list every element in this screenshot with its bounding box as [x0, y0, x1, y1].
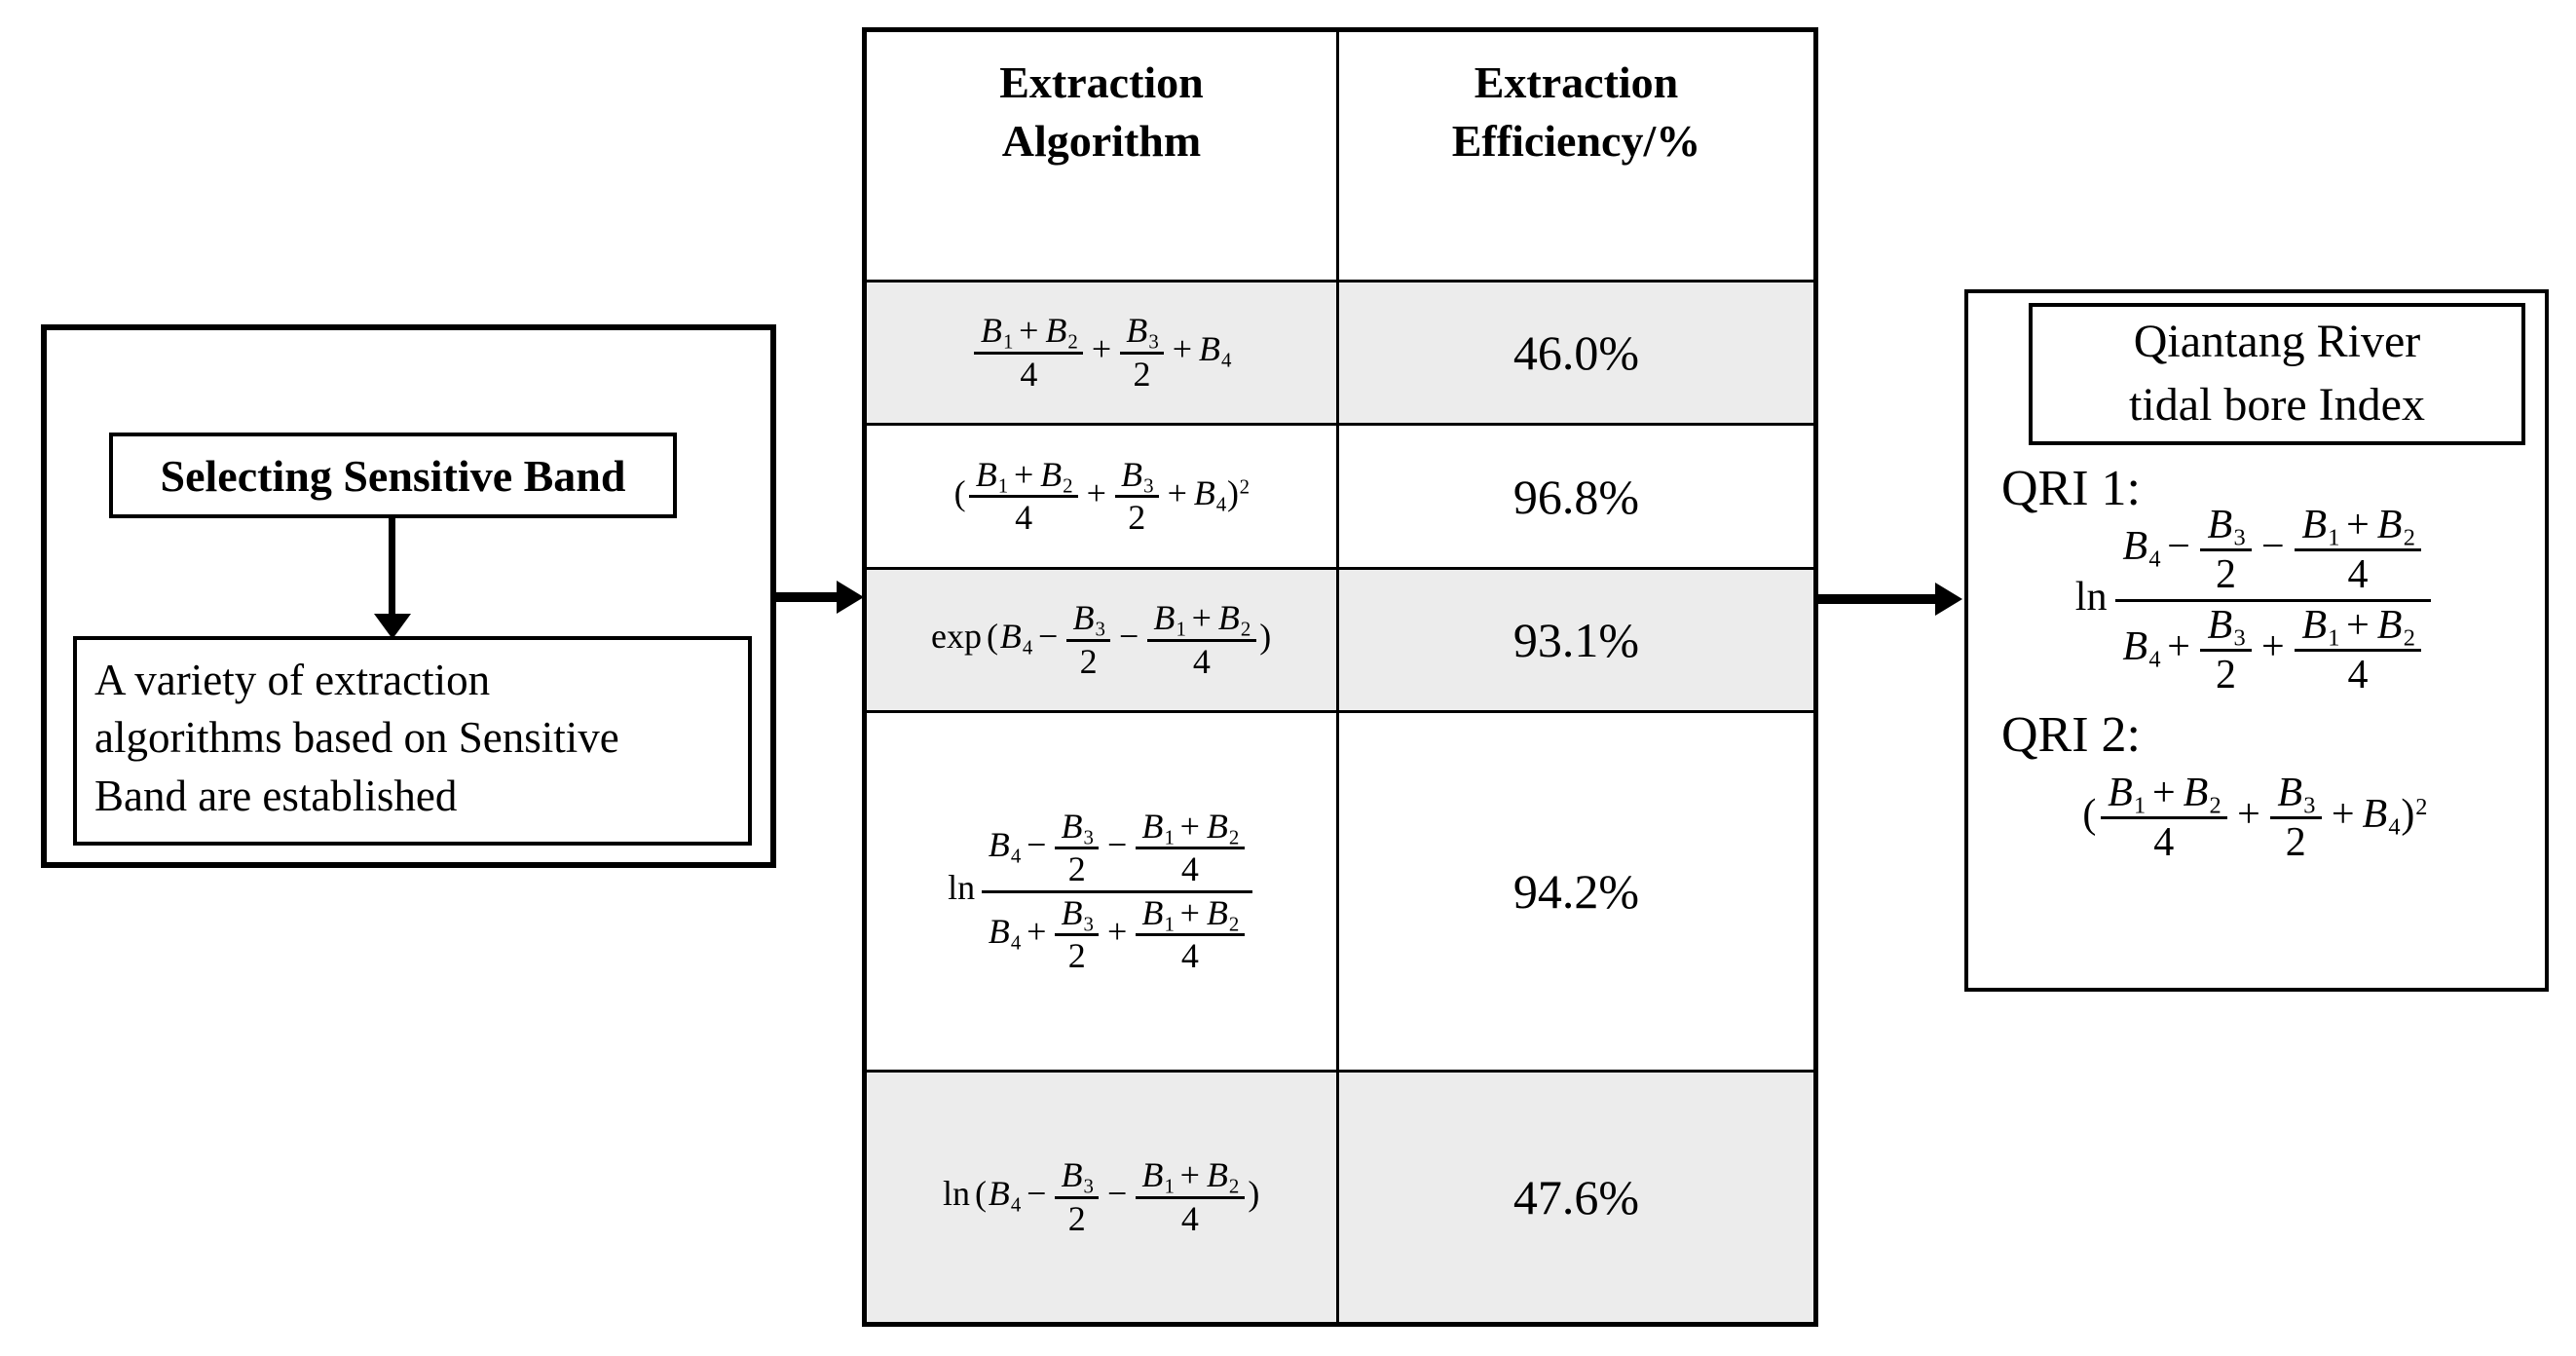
- arrow-table-to-right-head-icon: [1935, 583, 1962, 616]
- arrow-left-to-table-icon: [776, 592, 839, 602]
- arrow-left-to-table-head-icon: [837, 581, 864, 614]
- efficiency-cell: 46.0%: [1336, 282, 1813, 423]
- down-arrow-head-icon: [374, 614, 411, 639]
- table-row: ln (B4− B3 2− B1 + B2 4) 47.6%: [867, 1070, 1813, 1322]
- efficiency-cell: 94.2%: [1336, 713, 1813, 1070]
- table-row: (B1 + B2 4 + B3 2 + B4)2 96.8%: [867, 423, 1813, 567]
- formula-cell: (B1 + B2 4 + B3 2 + B4)2: [867, 426, 1336, 567]
- efficiency-cell: 93.1%: [1336, 570, 1813, 710]
- qri2-label: QRI 2:: [2001, 707, 2141, 763]
- formula-cell: ln B4− B3 2− B1 + B2 4 B4 + B3 2 + B1 + B2 4: [867, 713, 1336, 1070]
- header-extraction-algorithm: Extraction Algorithm: [999, 57, 1204, 166]
- algorithm-formula: (B1 + B2 4 + B3 2 + B4)2: [953, 454, 1251, 537]
- efficiency-cell: 47.6%: [1336, 1073, 1813, 1322]
- efficiency-cell: 96.8%: [1336, 426, 1813, 567]
- step-selecting-sensitive-band: Selecting Sensitive Band: [109, 433, 677, 518]
- qri1-formula: ln B4− B3 2− B1 + B2 4 B4 + B3 2 + B1 + B2 4: [1972, 502, 2537, 698]
- qiantang-index-title: Qiantang River tidal bore Index: [2029, 303, 2525, 445]
- table-header-row: Extraction Algorithm Extraction Efficien…: [867, 32, 1813, 280]
- algorithm-formula: exp (B4− B3 2− B1 + B2 4): [930, 598, 1272, 681]
- table-row: exp (B4− B3 2− B1 + B2 4) 93.1%: [867, 567, 1813, 710]
- qri2-formula: (B1 + B2 4 + B3 2 + B4)2: [2082, 771, 2428, 866]
- down-arrow-icon: [389, 518, 395, 616]
- formula-cell: exp (B4− B3 2− B1 + B2 4): [867, 570, 1336, 710]
- header-extraction-efficiency: Extraction Efficiency/%: [1336, 32, 1813, 280]
- algorithm-formula: B1 + B2 4 + B3 2 + B4: [972, 311, 1231, 395]
- extraction-table: Extraction Algorithm Extraction Efficien…: [862, 27, 1818, 1327]
- step-extraction-algorithms: A variety of extraction algorithms based…: [73, 636, 752, 846]
- algorithm-formula: ln (B4− B3 2− B1 + B2 4): [942, 1155, 1260, 1238]
- table-row: B1 + B2 4 + B3 2 + B4 46.0%: [867, 280, 1813, 423]
- formula-cell: B1 + B2 4 + B3 2 + B4: [867, 282, 1336, 423]
- formula-cell: ln (B4− B3 2− B1 + B2 4): [867, 1073, 1336, 1322]
- table-row: ln B4− B3 2− B1 + B2 4 B4 + B3 2 + B1 + B2 4 94.2%: [867, 710, 1813, 1070]
- algorithm-formula: ln B4− B3 2− B1 + B2 4 B4 + B3 2 + B1 + B2 4: [948, 807, 1255, 977]
- qri1-label: QRI 1:: [2001, 461, 2141, 516]
- arrow-table-to-right-icon: [1818, 594, 1937, 604]
